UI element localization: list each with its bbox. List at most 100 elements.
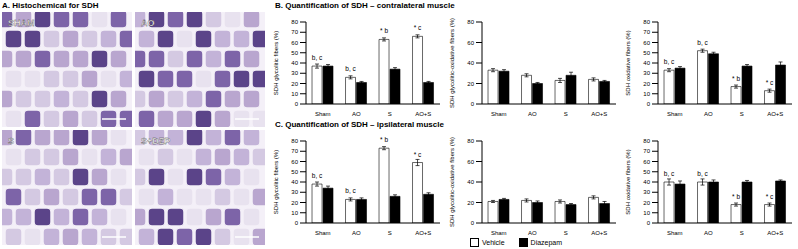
svg-text:0: 0 bbox=[295, 101, 299, 107]
svg-text:* b: * b bbox=[380, 136, 388, 143]
svg-text:AO: AO bbox=[352, 111, 361, 117]
svg-text:70: 70 bbox=[643, 148, 650, 154]
svg-text:b, c: b, c bbox=[664, 170, 675, 177]
svg-text:70: 70 bbox=[643, 29, 650, 35]
svg-text:AO+S: AO+S bbox=[591, 230, 607, 236]
svg-text:Sham: Sham bbox=[315, 230, 331, 236]
svg-text:50: 50 bbox=[291, 50, 298, 56]
svg-text:* b: * b bbox=[380, 27, 388, 34]
svg-text:AO: AO bbox=[704, 111, 713, 117]
svg-text:30: 30 bbox=[643, 70, 650, 76]
svg-text:S+DZP: S+DZP bbox=[141, 136, 170, 146]
svg-text:Sham: Sham bbox=[491, 230, 507, 236]
svg-text:AO: AO bbox=[704, 230, 713, 236]
svg-text:80: 80 bbox=[467, 19, 474, 25]
svg-text:S: S bbox=[740, 230, 744, 236]
svg-text:20: 20 bbox=[291, 200, 298, 206]
svg-text:50: 50 bbox=[643, 169, 650, 175]
svg-text:60: 60 bbox=[467, 40, 474, 46]
svg-text:b, c: b, c bbox=[345, 65, 356, 72]
svg-text:80: 80 bbox=[291, 138, 298, 144]
svg-text:b, c: b, c bbox=[345, 187, 356, 194]
svg-text:30: 30 bbox=[291, 70, 298, 76]
svg-text:* c: * c bbox=[766, 79, 774, 86]
svg-text:* c: * c bbox=[766, 193, 774, 200]
svg-text:* b: * b bbox=[732, 193, 740, 200]
html-text:B. Quantification of SDH – con: B. Quantification of SDH – contralateral… bbox=[275, 1, 455, 10]
svg-text:0: 0 bbox=[295, 220, 299, 226]
svg-text:b, c: b, c bbox=[312, 172, 323, 179]
svg-text:AO: AO bbox=[528, 111, 537, 117]
svg-text:S: S bbox=[388, 230, 392, 236]
svg-text:Sham: Sham bbox=[667, 111, 683, 117]
svg-text:20: 20 bbox=[467, 81, 474, 87]
html-text:A. Histochemical for SDH: A. Histochemical for SDH bbox=[2, 1, 99, 10]
svg-text:10: 10 bbox=[643, 210, 650, 216]
svg-text:40: 40 bbox=[643, 60, 650, 66]
svg-text:S: S bbox=[388, 111, 392, 117]
svg-text:S: S bbox=[8, 136, 14, 146]
svg-text:Sham: Sham bbox=[315, 111, 331, 117]
svg-text:0: 0 bbox=[647, 220, 651, 226]
svg-text:SDH glycolitic-oxidative fiber: SDH glycolitic-oxidative fibers (%) bbox=[449, 18, 455, 108]
svg-text:SHAM: SHAM bbox=[8, 18, 35, 28]
svg-text:Sham: Sham bbox=[667, 230, 683, 236]
svg-text:AO+S: AO+S bbox=[415, 230, 431, 236]
svg-text:50: 50 bbox=[643, 50, 650, 56]
svg-text:AO+S: AO+S bbox=[415, 111, 431, 117]
svg-text:20: 20 bbox=[467, 200, 474, 206]
svg-text:AO+S: AO+S bbox=[767, 111, 783, 117]
svg-text:70: 70 bbox=[291, 29, 298, 35]
svg-text:30: 30 bbox=[643, 189, 650, 195]
svg-text:60: 60 bbox=[467, 159, 474, 165]
svg-text:SDH glycolitic-oxidative fiber: SDH glycolitic-oxidative fibers (%) bbox=[449, 137, 455, 227]
svg-text:Sham: Sham bbox=[491, 111, 507, 117]
svg-text:b, c: b, c bbox=[664, 58, 675, 65]
svg-text:AO+S: AO+S bbox=[591, 111, 607, 117]
svg-text:60: 60 bbox=[643, 40, 650, 46]
svg-text:b, c: b, c bbox=[697, 39, 708, 46]
svg-text:60: 60 bbox=[291, 159, 298, 165]
svg-text:S: S bbox=[740, 111, 744, 117]
svg-text:* b: * b bbox=[732, 75, 740, 82]
svg-text:50: 50 bbox=[291, 169, 298, 175]
svg-text:30: 30 bbox=[291, 189, 298, 195]
svg-text:SDH oxidative fibers (%): SDH oxidative fibers (%) bbox=[625, 30, 631, 95]
svg-text:* c: * c bbox=[414, 24, 422, 31]
svg-text:20: 20 bbox=[643, 81, 650, 87]
svg-text:SDH glycolitic fibers (%): SDH glycolitic fibers (%) bbox=[273, 150, 279, 214]
svg-text:60: 60 bbox=[291, 40, 298, 46]
svg-text:S: S bbox=[564, 111, 568, 117]
svg-text:80: 80 bbox=[291, 19, 298, 25]
svg-text:AO: AO bbox=[528, 230, 537, 236]
svg-text:0: 0 bbox=[647, 101, 651, 107]
svg-text:b, c: b, c bbox=[697, 170, 708, 177]
html-text:C. Quantification of SDH – ips: C. Quantification of SDH – ipsilateral m… bbox=[275, 120, 444, 129]
svg-text:b, c: b, c bbox=[312, 54, 323, 61]
svg-text:60: 60 bbox=[643, 159, 650, 165]
html-text:Vehicle: Vehicle bbox=[482, 239, 505, 246]
svg-text:* c: * c bbox=[414, 151, 422, 158]
svg-text:40: 40 bbox=[291, 179, 298, 185]
svg-text:40: 40 bbox=[467, 60, 474, 66]
svg-text:70: 70 bbox=[291, 148, 298, 154]
svg-text:AO+S: AO+S bbox=[767, 230, 783, 236]
svg-text:20: 20 bbox=[643, 200, 650, 206]
svg-text:0: 0 bbox=[471, 101, 475, 107]
svg-text:SDH glycolitic fibers (%): SDH glycolitic fibers (%) bbox=[273, 31, 279, 95]
svg-text:AO: AO bbox=[141, 18, 155, 28]
svg-text:40: 40 bbox=[467, 179, 474, 185]
svg-text:AO: AO bbox=[352, 230, 361, 236]
svg-text:80: 80 bbox=[643, 138, 650, 144]
svg-text:SDH oxidative fibers (%): SDH oxidative fibers (%) bbox=[625, 149, 631, 214]
svg-text:40: 40 bbox=[643, 179, 650, 185]
svg-text:S: S bbox=[564, 230, 568, 236]
svg-text:80: 80 bbox=[643, 19, 650, 25]
svg-text:80: 80 bbox=[467, 138, 474, 144]
svg-text:10: 10 bbox=[643, 91, 650, 97]
svg-text:10: 10 bbox=[291, 91, 298, 97]
svg-text:10: 10 bbox=[291, 210, 298, 216]
svg-text:0: 0 bbox=[471, 220, 475, 226]
svg-text:40: 40 bbox=[291, 60, 298, 66]
svg-text:20: 20 bbox=[291, 81, 298, 87]
